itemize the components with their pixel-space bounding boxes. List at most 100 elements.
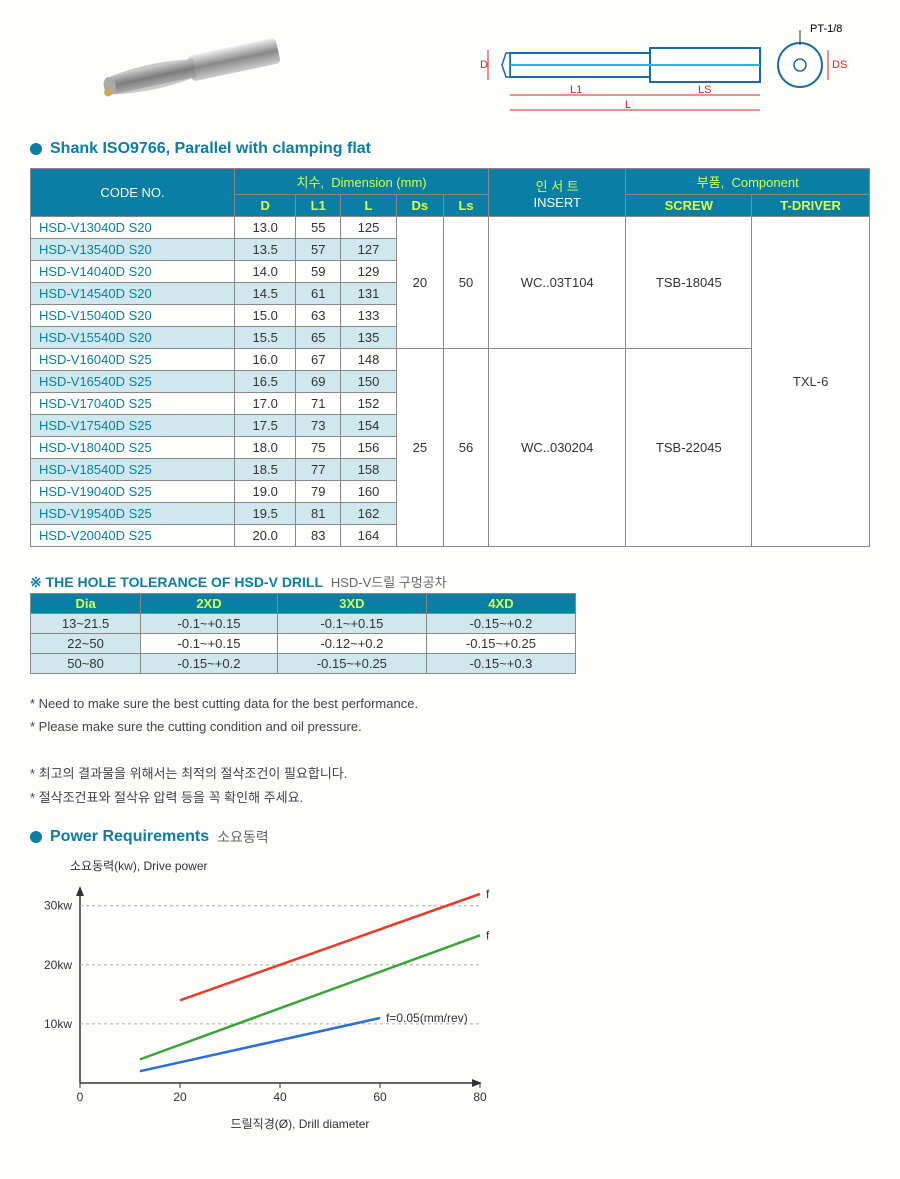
- section-power-title: Power Requirements 소요동력: [30, 827, 870, 847]
- cell-d: 18.0: [235, 437, 296, 459]
- svg-text:10kw: 10kw: [44, 1017, 72, 1031]
- note-line: * Please make sure the cutting condition…: [30, 715, 870, 738]
- cell-d: 14.0: [235, 261, 296, 283]
- cell-code: HSD-V16540D S25: [31, 371, 235, 393]
- col-dimension: 치수, Dimension (mm): [235, 169, 489, 195]
- drill-schematic: PT-1/8 D L1 L LS DS: [450, 20, 850, 120]
- cell-l: 133: [341, 305, 396, 327]
- chart-ylabel: 소요동력(kw), Drive power: [70, 857, 870, 874]
- cell-code: HSD-V15040D S20: [31, 305, 235, 327]
- cell-l1: 69: [296, 371, 341, 393]
- cell-l: 135: [341, 327, 396, 349]
- cell-d: 15.5: [235, 327, 296, 349]
- cell-l: 162: [341, 503, 396, 525]
- cell-l1: 75: [296, 437, 341, 459]
- note-line: * 최고의 결과물을 위해서는 최적의 절삭조건이 필요합니다.: [30, 762, 870, 785]
- tolerance-table: Dia 2XD 3XD 4XD 13~21.5-0.1~+0.15-0.1~+0…: [30, 593, 576, 674]
- cell-l1: 59: [296, 261, 341, 283]
- cell-l: 125: [341, 217, 396, 239]
- cell-l1: 79: [296, 481, 341, 503]
- top-images-row: PT-1/8 D L1 L LS DS: [30, 20, 870, 120]
- table-row: HSD-V13040D S20 13.0 55 12520 50 WC..03T…: [31, 217, 870, 239]
- cell-ls: 56: [444, 349, 489, 547]
- power-chart: 02040608010kw20kw30kwf=0.20(mm/rev)f=0.1…: [30, 878, 490, 1108]
- cell-d: 15.0: [235, 305, 296, 327]
- cell-insert: WC..030204: [489, 349, 626, 547]
- note-line: * Need to make sure the best cutting dat…: [30, 692, 870, 715]
- cell-code: HSD-V17040D S25: [31, 393, 235, 415]
- cell-code: HSD-V14040D S20: [31, 261, 235, 283]
- cell-d: 17.0: [235, 393, 296, 415]
- table-row: 22~50-0.1~+0.15-0.12~+0.2-0.15~+0.25: [31, 634, 576, 654]
- cell-d: 16.0: [235, 349, 296, 371]
- cell-d: 20.0: [235, 525, 296, 547]
- cell-insert: WC..03T104: [489, 217, 626, 349]
- svg-text:f=0.20(mm/rev): f=0.20(mm/rev): [486, 887, 490, 901]
- cell-l1: 71: [296, 393, 341, 415]
- cell-tdriver: TXL-6: [752, 217, 870, 547]
- svg-text:30kw: 30kw: [44, 899, 72, 913]
- bullet-icon: [30, 831, 42, 843]
- cell-ds: 25: [396, 349, 443, 547]
- drill-photo: [50, 20, 310, 120]
- cell-l: 160: [341, 481, 396, 503]
- cell-l1: 65: [296, 327, 341, 349]
- cell-d: 17.5: [235, 415, 296, 437]
- table-row: HSD-V16040D S25 16.0 67 14825 56 WC..030…: [31, 349, 870, 371]
- power-title-kr: 소요동력: [217, 827, 269, 847]
- cell-code: HSD-V19540D S25: [31, 503, 235, 525]
- svg-text:f=0.05(mm/rev): f=0.05(mm/rev): [386, 1011, 468, 1025]
- col-insert: 인 서 트INSERT: [489, 169, 626, 217]
- cell-d: 13.0: [235, 217, 296, 239]
- cell-l: 129: [341, 261, 396, 283]
- cell-screw: TSB-18045: [626, 217, 752, 349]
- col-component: 부품, Component: [626, 169, 870, 195]
- cell-code: HSD-V14540D S20: [31, 283, 235, 305]
- cell-l: 164: [341, 525, 396, 547]
- cell-screw: TSB-22045: [626, 349, 752, 547]
- cell-l1: 55: [296, 217, 341, 239]
- notes-block: * Need to make sure the best cutting dat…: [30, 692, 870, 809]
- cell-code: HSD-V19040D S25: [31, 481, 235, 503]
- svg-text:20kw: 20kw: [44, 958, 72, 972]
- cell-l1: 73: [296, 415, 341, 437]
- section-shank-title: Shank ISO9766, Parallel with clamping fl…: [30, 140, 870, 158]
- svg-text:60: 60: [373, 1090, 387, 1104]
- cell-l1: 81: [296, 503, 341, 525]
- tolerance-heading: ※ THE HOLE TOLERANCE OF HSD-V DRILL HSD-…: [30, 572, 870, 591]
- bullet-icon: [30, 143, 42, 155]
- cell-l1: 61: [296, 283, 341, 305]
- note-line: * 절삭조건표와 절삭유 압력 등을 꼭 확인해 주세요.: [30, 786, 870, 809]
- cell-code: HSD-V13040D S20: [31, 217, 235, 239]
- table-row: 50~80-0.15~+0.2-0.15~+0.25-0.15~+0.3: [31, 654, 576, 674]
- cell-l1: 57: [296, 239, 341, 261]
- svg-text:f=0.10(mm/rev): f=0.10(mm/rev): [486, 928, 490, 942]
- table-row: 13~21.5-0.1~+0.15-0.1~+0.15-0.15~+0.2: [31, 614, 576, 634]
- main-spec-table: CODE NO. 치수, Dimension (mm) 인 서 트INSERT …: [30, 168, 870, 547]
- cell-l: 152: [341, 393, 396, 415]
- cell-l: 158: [341, 459, 396, 481]
- cell-l1: 67: [296, 349, 341, 371]
- pt-label: PT-1/8: [810, 23, 842, 35]
- cell-code: HSD-V18540D S25: [31, 459, 235, 481]
- cell-l1: 77: [296, 459, 341, 481]
- cell-d: 18.5: [235, 459, 296, 481]
- cell-code: HSD-V20040D S25: [31, 525, 235, 547]
- chart-xlabel: 드릴직경(Ø), Drill diameter: [70, 1115, 530, 1132]
- cell-l: 131: [341, 283, 396, 305]
- svg-text:20: 20: [173, 1090, 187, 1104]
- cell-code: HSD-V13540D S20: [31, 239, 235, 261]
- cell-ls: 50: [444, 217, 489, 349]
- cell-d: 16.5: [235, 371, 296, 393]
- cell-l: 127: [341, 239, 396, 261]
- cell-code: HSD-V15540D S20: [31, 327, 235, 349]
- svg-text:0: 0: [77, 1090, 84, 1104]
- cell-code: HSD-V17540D S25: [31, 415, 235, 437]
- cell-l1: 63: [296, 305, 341, 327]
- cell-d: 13.5: [235, 239, 296, 261]
- cell-d: 19.0: [235, 481, 296, 503]
- cell-l: 148: [341, 349, 396, 371]
- cell-d: 19.5: [235, 503, 296, 525]
- power-chart-container: 소요동력(kw), Drive power 02040608010kw20kw3…: [30, 857, 870, 1132]
- cell-code: HSD-V18040D S25: [31, 437, 235, 459]
